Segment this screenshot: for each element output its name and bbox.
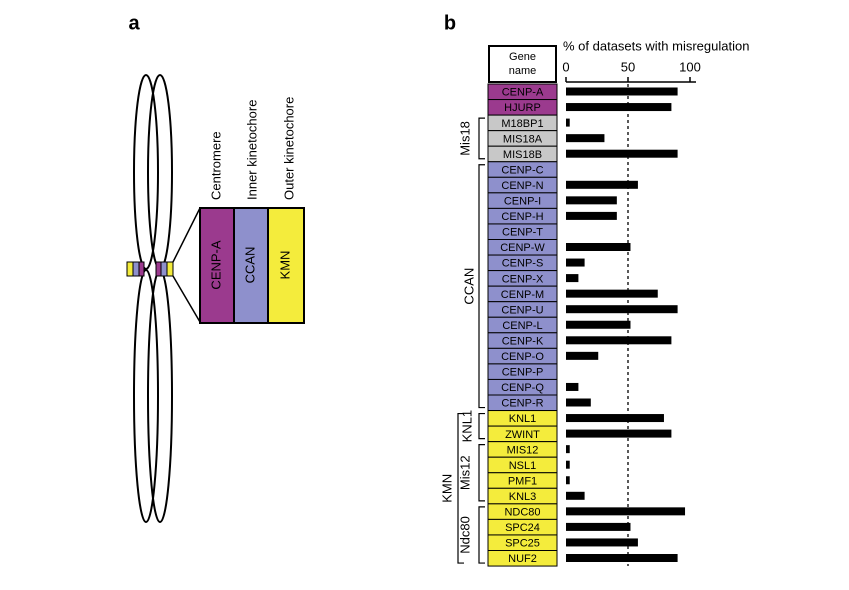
gene-label: ZWINT (505, 429, 540, 441)
gene-label: NDC80 (504, 507, 540, 519)
gene-label: CENP-M (501, 289, 544, 301)
group-bracket (478, 412, 485, 440)
bar (566, 476, 570, 485)
gene-label: CENP-S (502, 258, 544, 270)
gene-label: CENP-U (501, 304, 543, 316)
gene-label: MIS18B (503, 149, 542, 161)
bar (566, 258, 585, 267)
gene-label: HJURP (504, 102, 541, 114)
x-tick-label: 0 (562, 59, 569, 74)
gene-label: CENP-R (501, 398, 543, 410)
gene-label: CENP-I (504, 196, 541, 208)
bar (566, 429, 672, 438)
gene-label: MIS18A (503, 133, 543, 145)
bar (566, 522, 631, 531)
gene-label: CENP-L (502, 320, 542, 332)
zoom-line (172, 275, 201, 323)
x-tick-label: 50 (621, 59, 635, 74)
group-bracket (478, 444, 485, 502)
column-header: Gene name (488, 45, 557, 83)
bar (566, 336, 672, 345)
gene-label: CENP-O (501, 351, 544, 363)
bar (566, 149, 678, 158)
column-label: Inner kinetochore (244, 100, 259, 200)
box-label: KMN (277, 251, 292, 280)
bar (566, 211, 617, 220)
gene-label: CENP-A (502, 87, 544, 99)
bar (566, 243, 631, 251)
bar (566, 414, 664, 423)
group-bracket (478, 506, 485, 564)
x-tick-label: 100 (679, 59, 701, 74)
gene-label: KNL1 (509, 413, 537, 425)
gene-label: CENP-X (502, 273, 544, 285)
bar (566, 320, 631, 329)
bar (566, 103, 672, 112)
bar (566, 134, 605, 143)
gene-label: NUF2 (508, 553, 537, 565)
bar (566, 289, 658, 298)
bar (566, 460, 570, 469)
group-label: Mis12 (457, 455, 472, 490)
group-bracket (457, 412, 464, 564)
bar (566, 180, 638, 189)
gene-label: NSL1 (509, 460, 537, 472)
group-bracket (478, 117, 485, 160)
zoom-line (172, 207, 201, 263)
column-label: Outer kinetochore (281, 97, 296, 200)
gene-label: CENP-Q (501, 382, 544, 394)
bar (566, 274, 579, 283)
centromere-marker (126, 261, 174, 277)
group-label: Ndc80 (457, 516, 472, 554)
gene-label: MIS12 (507, 444, 539, 456)
bar (566, 305, 678, 314)
gene-label: CENP-T (502, 227, 543, 239)
box-label: CENP-A (208, 240, 223, 289)
bar (566, 491, 585, 500)
gene-cell (487, 550, 558, 567)
group-label: CCAN (461, 268, 476, 305)
gene-label: KNL3 (509, 491, 537, 503)
gene-label: CENP-K (502, 335, 544, 347)
group-label: KMN (439, 474, 454, 503)
group-label: KNL1 (459, 410, 474, 443)
chromosome (133, 74, 173, 523)
group-label: Mis18 (457, 121, 472, 156)
gene-label: SPC25 (505, 538, 540, 550)
group-bracket (478, 164, 485, 409)
bar (566, 118, 570, 127)
bar (566, 507, 686, 516)
gene-label: M18BP1 (501, 118, 543, 130)
bar (566, 445, 570, 454)
gene-label: CENP-N (501, 180, 543, 192)
bar (566, 351, 599, 360)
bar (566, 538, 638, 547)
panel-label: a (128, 12, 140, 34)
bar (566, 196, 617, 205)
gene-label: PMF1 (508, 475, 537, 487)
column-label: Centromere (208, 131, 223, 200)
gene-label: CENP-H (501, 211, 543, 223)
bar (566, 398, 591, 407)
gene-label: CENP-P (502, 367, 544, 379)
kinetochore-box (199, 207, 305, 324)
bar (566, 382, 579, 391)
gene-label: SPC24 (505, 522, 540, 534)
gene-label: CENP-C (501, 164, 543, 176)
gene-label: CENP-W (500, 242, 545, 254)
panel-label: b (444, 12, 456, 34)
x-axis-label: % of datasets with misregulation (563, 38, 749, 53)
box-label: CCAN (242, 247, 257, 284)
bar (566, 554, 678, 562)
bar (566, 87, 678, 96)
